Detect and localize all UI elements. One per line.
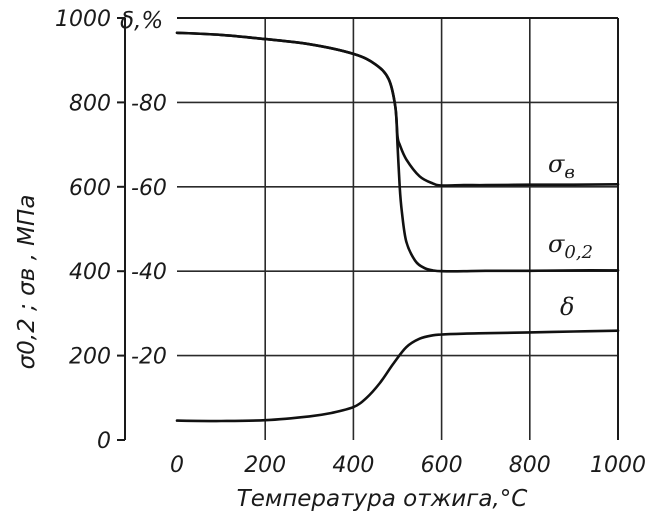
x-tick-label-0: 0 [170,453,184,478]
x-tick-label-200: 200 [244,453,286,478]
tick-labels: 0 200 400 600 800 1000 -20 -40 -60 -80 0 200 400 600 8… [55,7,645,478]
x-tick-label-1000: 1000 [590,453,645,478]
series-label-sigma-b: σв [548,150,575,183]
grid [177,18,618,440]
x-tick-label-400: 400 [332,453,374,478]
series-line-sigma-02 [175,31,620,273]
x-tick-label-800: 800 [509,453,551,478]
series-line-delta [175,329,620,423]
x-tick-label-600: 600 [421,453,463,478]
y-axis-title: σ0,2 ; σв , МПа [14,195,40,370]
y2-tick-label-80: -80 [131,91,167,116]
series-curves [175,31,620,423]
y-tick-label-400: 400 [69,260,111,285]
y-tick-label-1000: 1000 [55,7,111,32]
plot-frame [117,17,619,441]
y-tick-label-200: 200 [69,345,111,370]
series-label-delta: δ [560,293,574,321]
right-axis-title: δ,% [120,8,163,34]
x-axis-title: Температура отжига,°C [237,486,528,512]
series-label-sigma-02: σ0,2 [548,230,593,263]
y-tick-label-800: 800 [69,91,111,116]
y-tick-label-600: 600 [69,176,111,201]
y2-tick-label-60: -60 [131,176,167,201]
y2-tick-label-20: -20 [131,345,167,370]
y-tick-label-0: 0 [97,429,111,454]
y2-tick-label-40: -40 [131,260,167,285]
